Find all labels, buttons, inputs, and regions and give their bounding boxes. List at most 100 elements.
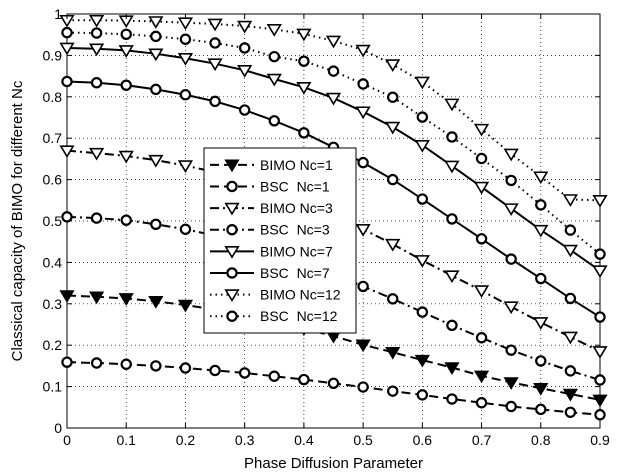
data-point xyxy=(416,193,429,205)
data-point xyxy=(473,123,490,137)
data-point xyxy=(473,285,490,298)
data-point xyxy=(533,317,549,330)
data-point xyxy=(446,319,458,332)
data-point xyxy=(592,346,608,359)
legend-label: BIMO Nc=3 xyxy=(260,200,333,216)
data-point xyxy=(416,306,429,318)
data-point xyxy=(59,290,75,303)
data-point xyxy=(355,224,371,237)
y-tick-label: 0.9 xyxy=(43,47,63,63)
data-point xyxy=(61,26,73,39)
data-point xyxy=(327,377,340,389)
data-point xyxy=(298,55,310,67)
data-point xyxy=(562,388,579,402)
data-point xyxy=(90,77,103,89)
data-point xyxy=(118,150,134,164)
data-point xyxy=(416,111,429,123)
data-point xyxy=(88,43,105,57)
data-point xyxy=(357,156,369,169)
data-point xyxy=(90,212,103,224)
series-bimo-nc-12 xyxy=(59,14,608,208)
legend-marker xyxy=(224,159,240,173)
y-tick-label: 0.8 xyxy=(43,89,63,105)
y-tick-label: 0 xyxy=(54,420,62,436)
data-point xyxy=(594,311,606,323)
data-point xyxy=(357,78,369,90)
data-point xyxy=(209,95,221,108)
data-point xyxy=(446,131,458,143)
x-tick-label: 0.8 xyxy=(531,432,551,448)
data-point xyxy=(327,65,340,77)
y-axis-label: Classical capacity of BIMO for different… xyxy=(9,80,26,361)
legend-marker xyxy=(224,246,240,259)
data-point xyxy=(505,174,517,187)
y-tick-label: 0.5 xyxy=(43,213,63,229)
data-point xyxy=(238,42,251,54)
data-point xyxy=(505,400,517,413)
legend-label: BSC Nc=3 xyxy=(260,222,330,238)
data-point xyxy=(207,18,223,32)
data-point xyxy=(535,199,547,211)
legend-marker xyxy=(224,289,240,303)
data-point xyxy=(564,406,577,418)
data-point xyxy=(268,50,280,63)
data-point xyxy=(298,127,310,139)
legend: BIMO Nc=1 BSC Nc=1 BIMO Nc=3 BSC Nc=3 BIMO N… xyxy=(203,147,357,334)
data-point xyxy=(564,292,577,305)
data-point xyxy=(475,332,488,344)
data-point xyxy=(88,147,105,161)
data-point xyxy=(414,255,430,268)
x-tick-label: 0.6 xyxy=(413,432,433,448)
data-point xyxy=(179,33,192,45)
legend-marker xyxy=(226,223,238,236)
data-point xyxy=(505,344,517,356)
data-point xyxy=(357,280,369,293)
data-point xyxy=(594,374,606,386)
data-point xyxy=(177,299,194,313)
x-tick-label: 0.3 xyxy=(235,432,255,448)
data-point xyxy=(444,362,460,376)
data-point xyxy=(120,358,132,370)
data-point xyxy=(118,293,134,306)
data-point xyxy=(535,272,547,285)
data-point xyxy=(357,381,369,393)
data-point xyxy=(503,148,519,162)
data-point xyxy=(592,195,608,208)
data-point xyxy=(562,194,579,207)
series-bimo-nc-7 xyxy=(59,42,608,279)
data-point xyxy=(533,382,549,396)
data-point xyxy=(387,173,399,186)
data-point xyxy=(150,360,162,372)
data-point xyxy=(355,339,371,353)
data-point xyxy=(385,238,401,252)
x-axis-label: Phase Diffusion Parameter xyxy=(244,455,423,472)
data-point xyxy=(535,403,547,416)
series-bsc-nc-7 xyxy=(61,75,606,323)
data-point xyxy=(118,45,134,58)
data-point xyxy=(177,53,194,66)
data-point xyxy=(414,139,430,153)
data-point xyxy=(564,224,577,236)
legend-label: BIMO Nc=7 xyxy=(260,243,333,259)
data-point xyxy=(238,104,251,116)
x-tick-label: 0.7 xyxy=(472,432,492,448)
data-point xyxy=(59,42,75,56)
x-tick-label: 0.4 xyxy=(294,432,314,448)
x-tick-label: 0.9 xyxy=(590,432,610,448)
data-point xyxy=(385,346,401,360)
data-point xyxy=(564,365,577,377)
data-point xyxy=(148,154,164,168)
y-tick-label: 0.6 xyxy=(43,172,63,188)
y-tick-label: 0.2 xyxy=(43,337,63,353)
data-point xyxy=(148,16,164,29)
data-point xyxy=(535,355,547,367)
data-point xyxy=(90,357,103,369)
data-point xyxy=(503,301,519,315)
legend-label: BSC Nc=7 xyxy=(260,265,330,281)
y-tick-label: 0.4 xyxy=(43,254,63,270)
data-point xyxy=(296,28,312,42)
data-point xyxy=(296,82,312,95)
series-bsc-nc-1 xyxy=(61,356,606,421)
data-point xyxy=(475,397,488,409)
